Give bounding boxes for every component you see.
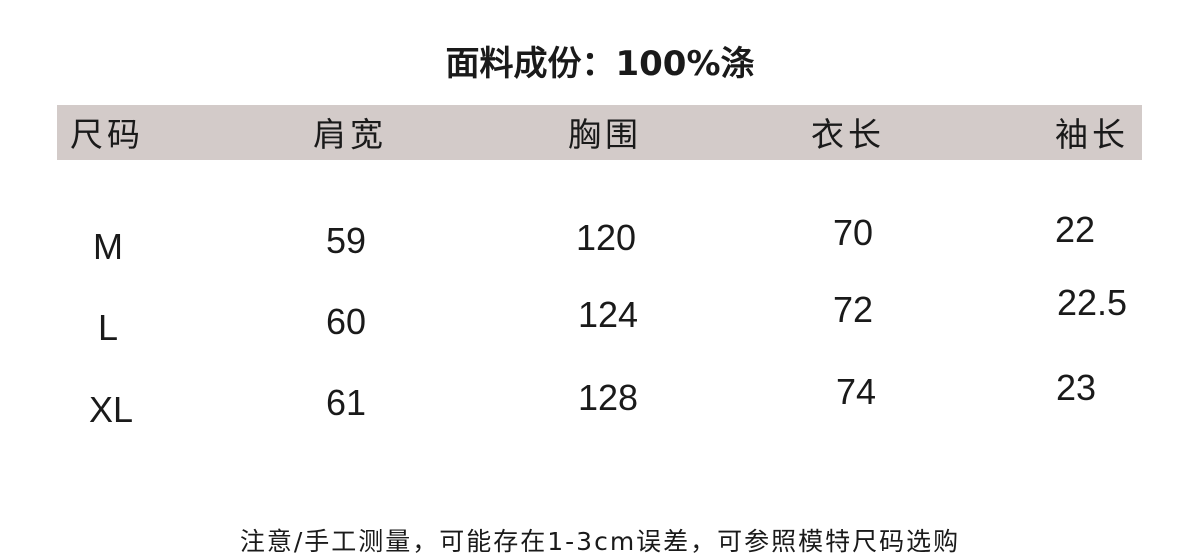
column-header: 尺码 (70, 115, 144, 154)
size-label: M (93, 226, 123, 267)
table-header-band (57, 105, 1142, 160)
column-header: 肩宽 (313, 115, 387, 154)
measurement-cell: 120 (575, 217, 637, 258)
measurement-cell: 60 (325, 301, 367, 342)
column-header: 衣长 (811, 115, 885, 154)
measurement-cell: 61 (325, 382, 367, 423)
measurement-note: 注意/手工测量，可能存在1-3cm误差，可参照模特尺码选购 (239, 527, 961, 556)
measurement-cell: 72 (832, 289, 874, 330)
size-label: L (97, 307, 119, 348)
size-label: XL (88, 389, 134, 430)
measurement-cell: 59 (325, 220, 367, 261)
column-header: 袖长 (1055, 115, 1129, 154)
measurement-cell: 74 (835, 371, 877, 412)
measurement-cell: 70 (832, 212, 874, 253)
column-header: 胸围 (568, 115, 642, 154)
measurement-cell: 128 (577, 377, 639, 418)
measurement-cell: 23 (1055, 367, 1097, 408)
measurement-cell: 124 (577, 294, 639, 335)
measurement-cell: 22.5 (1056, 282, 1128, 323)
measurement-cell: 22 (1054, 209, 1096, 250)
fabric-composition-title: 面料成份：100%涤 (445, 44, 755, 84)
